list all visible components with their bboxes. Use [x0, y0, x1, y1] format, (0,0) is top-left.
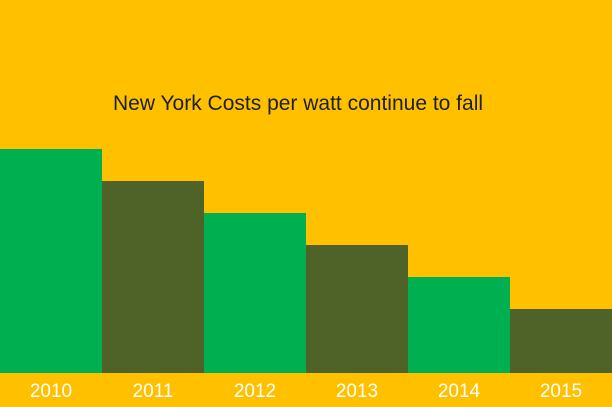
- bar-2015: [510, 309, 612, 373]
- x-tick-label-2012: 2012: [234, 381, 276, 402]
- bar-2014: [408, 277, 510, 373]
- x-tick-labels: 2010 2011 2012 2013 2014 2015: [30, 381, 582, 402]
- x-tick-label-2011: 2011: [133, 381, 174, 402]
- chart-title: New York Costs per watt continue to fall: [113, 92, 483, 115]
- x-tick-label-2015: 2015: [540, 381, 582, 402]
- x-tick-label-2010: 2010: [30, 381, 72, 402]
- bars-group: [0, 149, 612, 373]
- bar-2013: [306, 245, 408, 373]
- bar-2010: [0, 149, 102, 373]
- bar-2012: [204, 213, 306, 373]
- bar-2011: [102, 181, 204, 373]
- x-tick-label-2014: 2014: [438, 381, 481, 402]
- x-tick-label-2013: 2013: [336, 381, 378, 402]
